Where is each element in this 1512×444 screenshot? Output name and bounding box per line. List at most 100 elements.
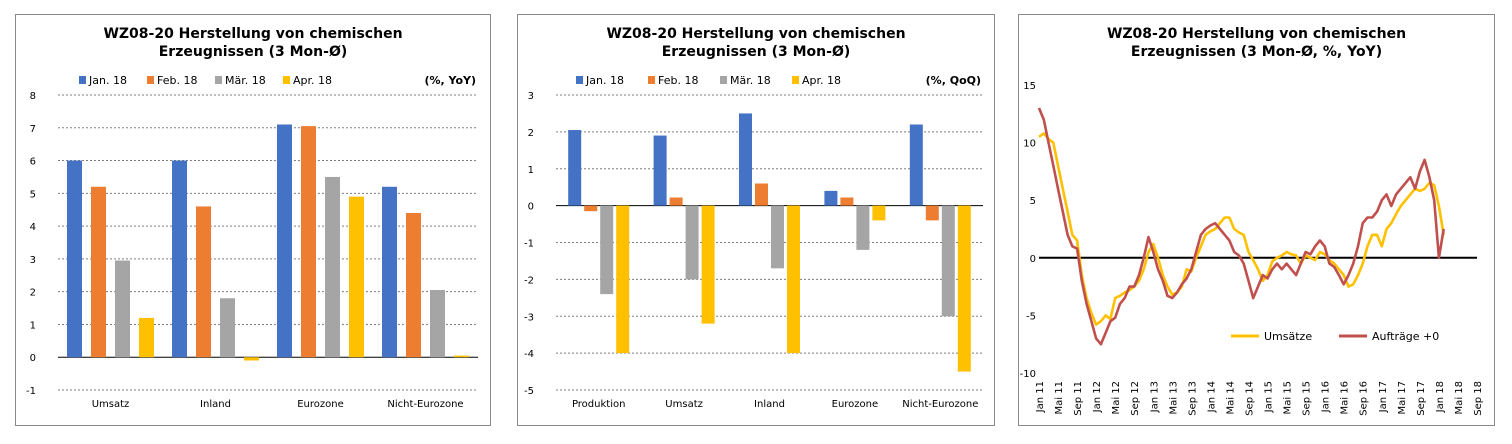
chart-panel-yoy: WZ08-20 Herstellung von chemischen Erzeu… (15, 14, 491, 426)
bar (840, 197, 854, 206)
bar (244, 357, 259, 361)
x-tick-label: Sep 16 (1359, 381, 1370, 416)
y-tick-label: -2 (524, 275, 534, 286)
y-tick-label: 2 (528, 128, 534, 139)
y-tick-label: 1 (528, 165, 534, 176)
x-tick-label: Jan 17 (1378, 381, 1389, 413)
y-tick-label: 3 (528, 91, 534, 102)
x-category-label: Nicht-Eurozone (387, 399, 463, 410)
x-tick-label: Mai 15 (1283, 381, 1294, 414)
x-tick-label: Mai 13 (1168, 381, 1179, 414)
x-tick-label: Mai 17 (1397, 381, 1408, 414)
x-tick-label: Jan 11 (1035, 381, 1046, 413)
legend-label: Apr. 18 (293, 74, 332, 87)
y-tick-label: 5 (30, 189, 36, 200)
y-tick-label: 0 (528, 202, 534, 213)
bar (909, 124, 923, 206)
bar (925, 205, 939, 221)
y-tick-label: 0 (1030, 254, 1036, 265)
x-tick-label: Mai 16 (1340, 381, 1351, 414)
legend-swatch (215, 76, 222, 84)
unit-label: (%, YoY) (424, 74, 476, 87)
y-tick-label: 5 (1030, 196, 1036, 207)
legend-swatch (283, 76, 290, 84)
x-category-label: Inland (754, 399, 785, 410)
legend-swatch (79, 76, 86, 84)
x-category-label: Eurozone (297, 399, 344, 410)
x-category-label: Umsatz (665, 399, 703, 410)
chart-title-line1: WZ08-20 Herstellung von chemischen (606, 26, 906, 42)
bar (349, 196, 364, 358)
bar (669, 197, 683, 206)
bar (824, 190, 838, 206)
x-tick-label: Sep 15 (1302, 381, 1313, 416)
chart-panel-qoq: WZ08-20 Herstellung von chemischen Erzeu… (517, 14, 995, 426)
x-category-label: Produktion (572, 399, 626, 410)
y-tick-label: -5 (1026, 311, 1036, 322)
y-tick-label: 4 (30, 222, 36, 233)
bar (139, 317, 154, 358)
y-tick-label: 8 (30, 91, 36, 102)
bar (67, 160, 82, 358)
bar (115, 260, 130, 358)
x-tick-label: Sep 13 (1187, 381, 1198, 416)
x-tick-label: Sep 17 (1416, 381, 1427, 416)
series-line (1037, 107, 1445, 346)
chart-title: WZ08-20 Herstellung von chemischen Erzeu… (518, 25, 994, 61)
legend-swatch (576, 76, 583, 84)
chart-title-line2: Erzeugnissen (3 Mon-Ø) (158, 44, 348, 60)
bar (301, 126, 316, 358)
y-tick-label: 10 (1023, 139, 1036, 150)
chart-title-line1: WZ08-20 Herstellung von chemischen (1106, 26, 1407, 42)
bar (220, 298, 235, 358)
x-tick-label: Mai 11 (1054, 381, 1065, 414)
x-tick-label: Mai 14 (1225, 381, 1236, 414)
x-tick-label: Jan 18 (1435, 381, 1446, 413)
chart-title: WZ08-20 Herstellung von chemischen Erzeu… (16, 25, 490, 61)
legend-label: Aufträge +0 (1372, 330, 1439, 343)
chart-title-line1: WZ08-20 Herstellung von chemischen (103, 26, 403, 42)
bar (957, 205, 971, 372)
x-category-label: Inland (200, 399, 231, 410)
x-tick-label: Mai 12 (1111, 381, 1122, 414)
legend-swatch (792, 76, 799, 84)
bar (430, 290, 445, 358)
x-tick-label: Jan 12 (1092, 381, 1103, 413)
bar (941, 205, 955, 317)
line-chart-yoy: -10 -5 0 5 10 15 Jan 11 Mai 11 Sep 11 Jan 12 Mai 1… (1020, 81, 1484, 416)
legend-label: Apr. 18 (802, 74, 841, 87)
series-line (1038, 132, 1445, 326)
bar (739, 113, 752, 206)
x-tick-label: Sep 14 (1244, 381, 1255, 416)
y-tick-label: -5 (524, 386, 534, 397)
x-tick-label: Sep 11 (1073, 381, 1084, 416)
bar (172, 160, 187, 358)
legend-label: Umsätze (1264, 330, 1312, 343)
x-category-label: Umsatz (92, 399, 130, 410)
chart-title: WZ08-20 Herstellung von chemischen Erzeu… (1019, 25, 1494, 61)
y-tick-label: 0 (30, 353, 36, 364)
y-tick-label: -4 (524, 349, 534, 360)
legend-label: Feb. 18 (157, 74, 197, 87)
chart-title-line2: Erzeugnissen (3 Mon-Ø) (661, 44, 851, 60)
bar-chart-qoq: -5 -4 -3 -2 -1 0 1 2 3 Jan. 18 Feb. 18 Mär. 18 Apr. … (524, 74, 983, 410)
chart-title-line2: Erzeugnissen (3 Mon-Ø, %, YoY) (1130, 44, 1383, 60)
bar (568, 130, 582, 206)
y-tick-label: 6 (30, 157, 36, 168)
y-tick-label: -3 (524, 312, 534, 323)
legend-label: Jan. 18 (88, 74, 127, 87)
bar (196, 206, 211, 358)
y-tick-label: 1 (30, 320, 36, 331)
bar (616, 205, 630, 354)
legend-label: Mär. 18 (730, 74, 771, 87)
legend-swatch (648, 76, 655, 84)
bar (755, 183, 768, 206)
unit-label: (%, QoQ) (926, 74, 981, 87)
bar (600, 205, 614, 295)
bar (856, 205, 870, 250)
bar (406, 213, 421, 358)
y-tick-label: -1 (26, 386, 36, 397)
x-tick-label: Jan 16 (1321, 381, 1332, 413)
bar (277, 124, 292, 358)
chart-panel-line: WZ08-20 Herstellung von chemischen Erzeu… (1018, 14, 1495, 426)
